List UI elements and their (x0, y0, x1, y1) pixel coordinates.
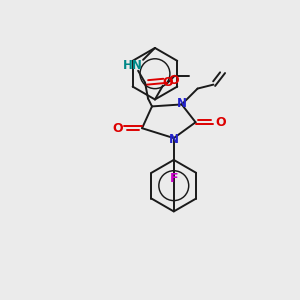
Text: N: N (169, 133, 179, 146)
Text: O: O (112, 122, 123, 135)
Text: HN: HN (123, 59, 143, 72)
Text: N: N (177, 97, 187, 110)
Text: F: F (169, 172, 178, 185)
Text: O: O (215, 116, 226, 129)
Text: O: O (169, 74, 179, 87)
Text: O: O (163, 76, 173, 89)
